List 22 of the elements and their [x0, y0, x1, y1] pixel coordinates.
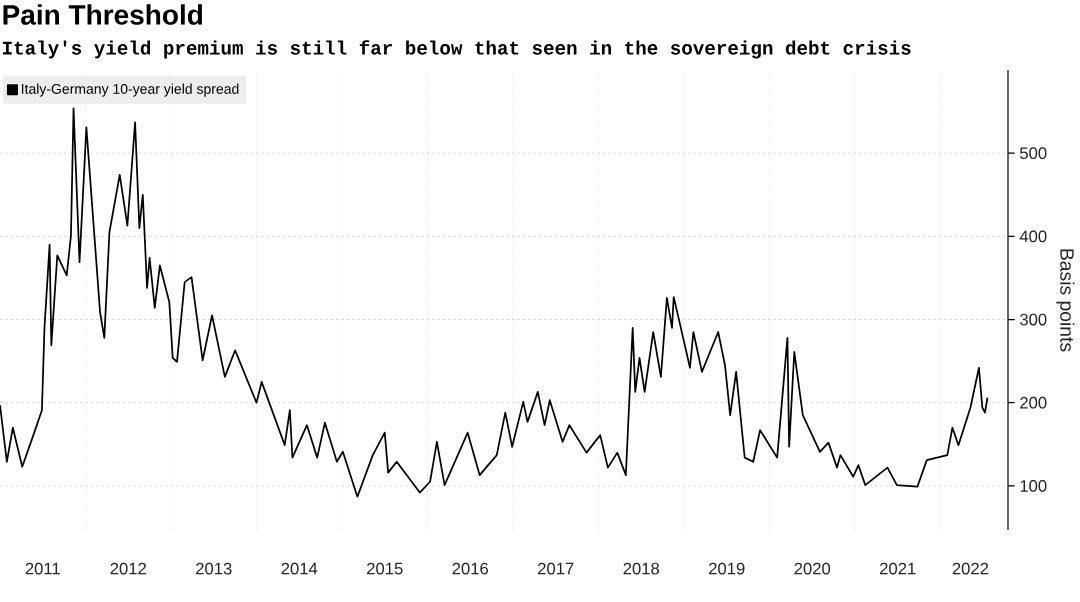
y-tick-label: 200	[1020, 396, 1047, 409]
x-tick-label: 2014	[281, 562, 318, 575]
y-tick-label: 100	[1020, 480, 1047, 492]
y-tick-label: 400	[1019, 230, 1047, 243]
x-tick-label: 2017	[538, 562, 574, 575]
y-axis-title: Basis points	[1056, 249, 1075, 352]
x-tick-label: 2011	[25, 562, 60, 575]
x-tick-label: 2019	[709, 562, 745, 575]
chart-subtitle: Italy's yield premium is still far below that seen in the sovereign debt crisis	[3, 40, 911, 59]
line-series	[0, 107, 989, 498]
y-tick-label: 500	[1020, 147, 1047, 160]
x-tick-label: 2012	[110, 562, 146, 575]
x-tick-label: 2018	[623, 562, 660, 575]
x-tick-label: 2013	[196, 562, 232, 575]
x-tick-label: 2020	[794, 562, 831, 575]
legend-label: Italy-Germany 10-year yield spread	[21, 83, 239, 97]
chart-title: Pain Threshold	[3, 4, 203, 25]
x-tick-label: 2022	[952, 562, 989, 575]
x-tick-label: 2016	[452, 562, 489, 575]
x-tick-label: 2015	[367, 562, 403, 575]
x-tick-label: 2021	[880, 562, 916, 575]
y-tick-label: 300	[1019, 313, 1047, 326]
